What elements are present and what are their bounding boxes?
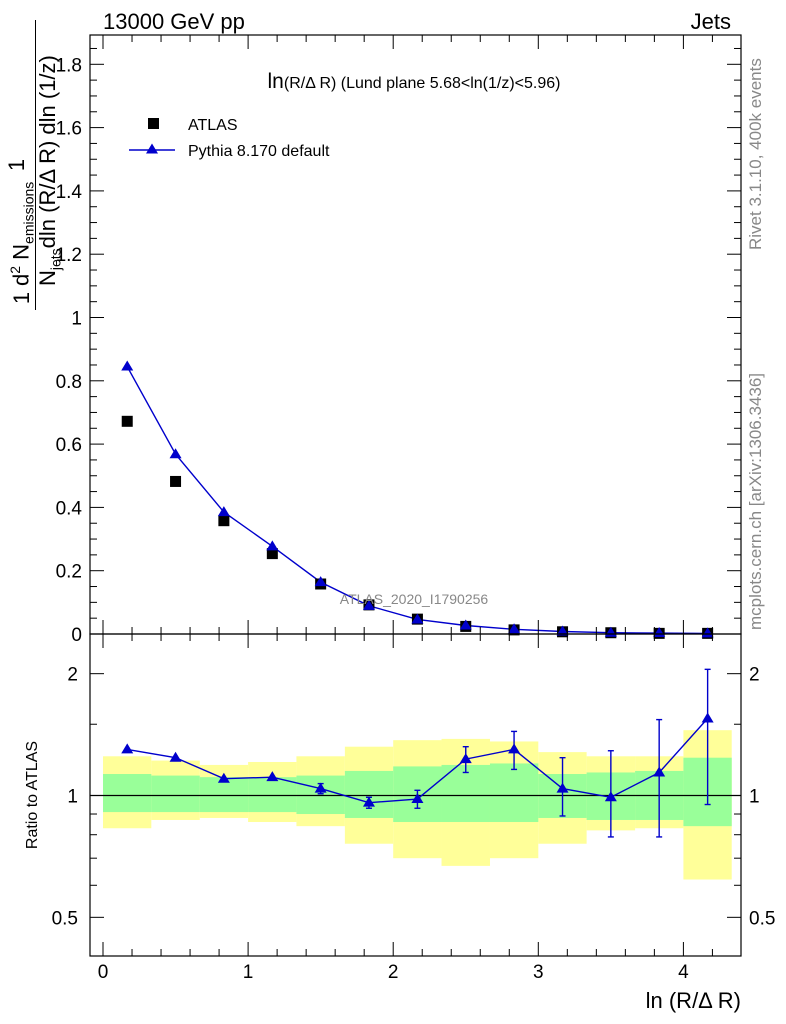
plot-title-rest: (R/Δ R) (Lund plane 5.68<ln(1/z)<5.96) [284,75,561,92]
atlas-point [170,475,182,487]
plot-title: ln(R/Δ R) (Lund plane 5.68<ln(1/z)<5.96) [268,70,561,93]
mcplots-label: mcplots.cern.ch [arXiv:1306.3436] [746,373,765,630]
main-ytick-label: 0 [71,625,82,646]
ratio-mc-point [604,791,617,802]
x-tick-label: 2 [388,962,399,983]
main-ytick-label: 1.2 [56,245,82,266]
main-panel: 0 0.2 0.4 0.6 0.8 1 1.2 1.4 1.6 1.8 ATLAS_2020_I1… [4,34,742,646]
rivet-version: Rivet 3.1.10, 400k events [746,58,765,250]
main-ytick-label: 0.2 [56,562,82,583]
ylabel-num-sup: 2 [7,265,23,274]
x-axis-label: ln (R/Δ R) [646,988,741,1013]
ratio-ytick-label-right: 1 [749,787,760,808]
ratio-ytick-label: 0.5 [52,908,78,929]
x-tick-label: 1 [243,962,254,983]
ylabel-den-n: N [35,270,60,286]
ratio-mc-point [362,796,375,807]
ylabel-den-sub: jets [47,248,64,271]
legend-atlas-label: ATLAS [188,117,238,134]
main-ylabel: 1 [4,159,29,171]
atlas-point [266,548,278,560]
mc-point [217,506,230,517]
ratio-ytick-label: 2 [67,665,78,686]
mc-point [169,448,182,459]
ylabel-num-d: d [8,273,34,286]
plot-title-main: ln [268,70,284,93]
legend: ATLAS Pythia 8.170 default [129,117,330,160]
band-inner [199,777,249,813]
x-tick-label: 0 [98,962,109,983]
band-inner [248,777,297,813]
mc-point [314,576,327,587]
ratio-mc-point [701,712,714,723]
ylabel-den-rest: dln (R/Δ R) dln (1/z) [35,55,60,249]
band-inner [441,764,490,823]
ratio-mc-point [169,751,182,762]
ratio-mc-point [653,766,666,777]
x-tick-label: 4 [678,962,689,983]
ylabel-numerator: d2 Nemissions [7,182,37,286]
legend-pythia-marker [146,143,158,154]
ratio-mc-point [411,793,424,804]
main-ytick-label: 0.8 [56,372,82,393]
ylabel-frac-line-one [35,286,36,310]
ratio-ticks: 0 1 2 3 4 0.5 0.5 1 1 2 2 [52,634,775,983]
band-inner [103,774,152,813]
ratio-ytick-label: 1 [67,787,78,808]
main-ytick-label: 0.6 [56,435,82,456]
band-inner [151,775,200,813]
mc-point [701,627,714,638]
ylabel-num-n: N [8,243,34,266]
ratio-ylabel: Ratio to ATLAS [24,741,41,849]
main-ytick-label: 1.6 [56,119,82,140]
main-ylabel-fraction: 1 d2 Nemissions Njetsdln (R/Δ R) dln (1/… [7,20,63,310]
mc-point [266,540,279,551]
band-inner [344,770,394,818]
main-marks [121,360,714,639]
ratio-mc-point [314,782,327,793]
header-jets: Jets [691,9,731,34]
mc-point [508,623,521,634]
main-ytick-label: 1.4 [56,182,83,203]
ratio-ytick-label-right: 0.5 [749,908,775,929]
x-tick-label: 3 [533,962,544,983]
analysis-watermark: ATLAS_2020_I1790256 [340,591,489,607]
mc-point [121,360,134,371]
legend-atlas-marker [148,118,159,129]
ratio-marks [90,668,741,880]
ratio-mc-point [217,772,230,783]
ratio-mc-point [508,743,521,754]
ratio-mc-point [121,743,134,754]
main-ytick-label: 1 [71,309,82,330]
atlas-point [121,415,133,427]
band-inner [296,775,345,815]
mc-point [362,599,375,610]
main-ticks: 0 0.2 0.4 0.6 0.8 1 1.2 1.4 1.6 1.8 [56,35,741,646]
atlas-point [218,515,230,527]
main-ytick-label: 0.4 [56,498,83,519]
ratio-ytick-label-right: 2 [749,665,760,686]
ratio-panel: 0 1 2 3 4 0.5 0.5 1 1 2 2 Ratio to ATLAS ln (R/Δ R… [24,633,775,1013]
mc-point [556,625,569,636]
ratio-mc-point [556,782,569,793]
ylabel-frac-one: 1 [9,291,34,305]
ylabel-one: 1 [4,159,29,171]
legend-pythia-label: Pythia 8.170 default [188,143,330,160]
band-inner [489,763,539,823]
header-process: 13000 GeV pp [103,9,245,34]
ylabel-denominator: Njetsdln (R/Δ R) dln (1/z) [35,55,63,286]
mc-point [459,619,472,630]
ratio-mc-point [459,753,472,764]
main-ytick-label: 1.8 [56,55,82,76]
ratio-mc-point [266,771,279,782]
mc-point [411,613,424,624]
